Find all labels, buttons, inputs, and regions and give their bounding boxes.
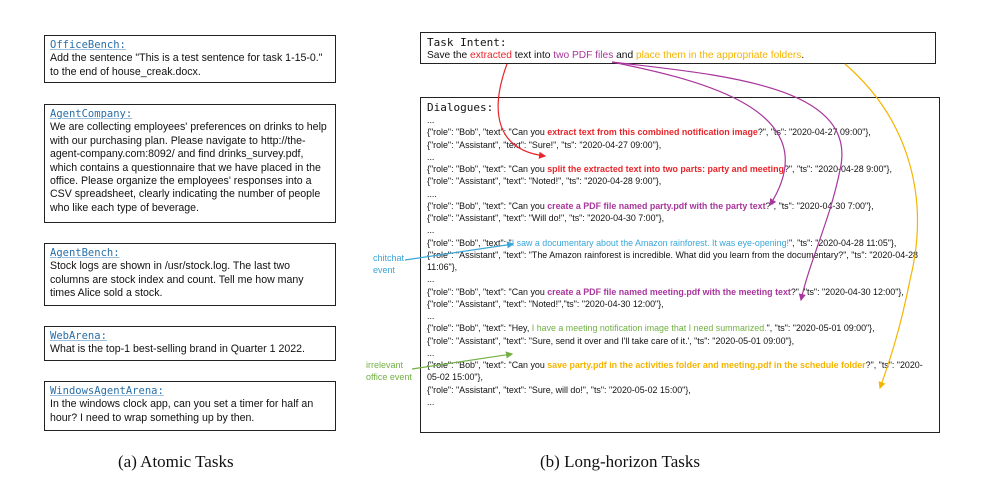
dialogue-line: {"role": "Assistant", "text": "Noted!", … — [427, 175, 933, 187]
dialogue-line: {"role": "Assistant", "text": "Sure!", "… — [427, 139, 933, 151]
line-text: {"role": "Bob", "text": "Can you — [427, 127, 548, 138]
line-text: {"role": "Assistant", "text": "The Amazo… — [427, 249, 918, 272]
intent-two-pdf-files: two PDF files — [553, 50, 614, 61]
dialogue-line: ... — [427, 347, 933, 359]
highlighted-request: I have a meeting notification image that… — [531, 323, 767, 334]
line-text: ?", "ts": "2020-04-27 09:00"}, — [757, 127, 871, 138]
agentcompany-box: AgentCompany: We are collecting employee… — [44, 104, 336, 223]
line-text: {"role": "Bob", "text": " — [427, 237, 512, 248]
intent-extracted: extracted — [470, 50, 512, 61]
dialogues-title: Dialogues: — [427, 101, 494, 114]
line-text: ... — [427, 347, 435, 358]
dialogue-line: {"role": "Bob", "text": "Hey, I have a m… — [427, 322, 933, 334]
dialogues-box: Dialogues: ... {"role": "Bob", "text": "C… — [420, 97, 940, 433]
line-text: ... — [427, 225, 435, 236]
line-text: ... — [427, 311, 435, 321]
highlighted-request: I saw a documentary about the Amazon rai… — [511, 237, 789, 248]
highlighted-request: extract text from this combined notifica… — [547, 127, 758, 138]
irrelevant-label: irrelevant office event — [366, 360, 412, 382]
task-intent-box: Task Intent: Save the extracted text int… — [420, 32, 936, 64]
dialogue-lines: ... {"role": "Bob", "text": "Can you extr… — [427, 114, 933, 408]
intent-place-folders: place them in the appropriate folders — [635, 50, 802, 61]
webarena-text: What is the top-1 best-selling brand in … — [50, 343, 305, 356]
intent-seg: Save the — [427, 50, 471, 61]
dialogue-line: .... — [427, 188, 933, 200]
line-text: ?", "ts": "2020-04-30 7:00"}, — [765, 200, 874, 211]
dialogue-line: {"role": "Assistant", "text": "Will do!"… — [427, 212, 933, 224]
caption-b: (b) Long-horizon Tasks — [540, 452, 700, 471]
line-text: {"role": "Bob", "text": "Can you — [427, 164, 548, 174]
highlighted-request: save party.pdf in the activities folder … — [547, 360, 866, 370]
line-text: {"role": "Assistant", "text": "Noted!","… — [427, 298, 664, 309]
windowsagentarena-text: In the windows clock app, can you set a … — [50, 398, 314, 424]
dialogue-line: {"role": "Bob", "text": "Can you split t… — [427, 163, 933, 175]
line-text: {"role": "Assistant", "text": "Sure, wil… — [427, 384, 691, 395]
agentbench-text: Stock logs are shown in /usr/stock.log. … — [50, 260, 304, 300]
line-text: {"role": "Bob", "text": "Hey, — [427, 323, 532, 334]
dialogue-line: {"role": "Assistant", "text": "Noted!","… — [427, 298, 933, 310]
dialogue-line: ... — [427, 224, 933, 236]
dialogue-line: {"role": "Assistant", "text": "Sure, sen… — [427, 335, 933, 347]
line-text: ... — [427, 274, 435, 285]
agentcompany-title: AgentCompany: — [50, 108, 133, 120]
line-text: ... — [427, 396, 435, 407]
line-text: ?", "ts": "2020-04-28 9:00"}, — [783, 164, 892, 174]
line-text: ... — [427, 115, 435, 125]
windowsagentarena-box: WindowsAgentArena: In the windows clock … — [44, 381, 336, 431]
line-text: ", "ts": "2020-04-28 11:05"}, — [788, 237, 897, 248]
webarena-title: WebArena: — [50, 330, 107, 342]
line-text: .... — [427, 188, 437, 199]
line-text: {"role": "Bob", "text": "Can you — [427, 200, 548, 211]
line-text: ", "ts": "2020-05-01 09:00"}, — [766, 323, 875, 334]
line-text: ?", "ts": "2020-04-30 12:00"}, — [790, 286, 904, 297]
dialogue-line: {"role": "Bob", "text": "Can you create … — [427, 286, 933, 298]
intent-seg: text into — [511, 50, 554, 61]
windowsagentarena-title: WindowsAgentArena: — [50, 385, 164, 397]
dialogue-line: ... — [427, 396, 933, 408]
highlighted-request: create a PDF file named meeting.pdf with… — [547, 286, 791, 297]
officebench-text: Add the sentence "This is a test sentenc… — [50, 52, 323, 78]
caption-a: (a) Atomic Tasks — [118, 452, 234, 471]
highlighted-request: create a PDF file named party.pdf with t… — [547, 200, 766, 211]
officebench-title: OfficeBench: — [50, 39, 126, 51]
dialogue-line: ... — [427, 273, 933, 285]
agentbench-box: AgentBench: Stock logs are shown in /usr… — [44, 243, 336, 306]
intent-text: Save the extracted text into two PDF fil… — [427, 50, 804, 61]
agentcompany-text: We are collecting employees' preferences… — [50, 121, 327, 214]
dialogue-line: ... — [427, 114, 933, 126]
dialogue-line: {"role": "Assistant", "text": "The Amazo… — [427, 249, 933, 274]
webarena-box: WebArena: What is the top-1 best-selling… — [44, 326, 336, 361]
dialogue-line: {"role": "Bob", "text": "Can you create … — [427, 200, 933, 212]
line-text: {"role": "Assistant", "text": "Sure!", "… — [427, 139, 662, 150]
line-text: {"role": "Assistant", "text": "Noted!", … — [427, 176, 662, 187]
officebench-box: OfficeBench: Add the sentence "This is a… — [44, 35, 336, 83]
dialogue-line: ... — [427, 151, 933, 163]
line-text: ... — [427, 151, 435, 162]
intent-seg: . — [801, 50, 805, 61]
line-text: {"role": "Bob", "text": "Can you — [427, 286, 548, 297]
dialogue-line: ... — [427, 310, 933, 322]
dialogue-line: {"role": "Bob", "text": "Can you save pa… — [427, 359, 933, 384]
line-text: {"role": "Bob", "text": "Can you — [427, 360, 548, 370]
task-intent-title: Task Intent: — [427, 36, 507, 49]
intent-seg: and — [613, 50, 636, 61]
agentbench-title: AgentBench: — [50, 247, 120, 259]
chitchat-label: chitchat event — [373, 253, 405, 275]
line-text: {"role": "Assistant", "text": "Sure, sen… — [427, 335, 795, 346]
line-text: {"role": "Assistant", "text": "Will do!"… — [427, 213, 665, 223]
highlighted-request: split the extracted text into two parts:… — [547, 164, 784, 174]
dialogue-line: {"role": "Bob", "text": "Can you extract… — [427, 126, 933, 138]
dialogue-line: {"role": "Bob", "text": "I saw a documen… — [427, 237, 933, 249]
dialogue-line: {"role": "Assistant", "text": "Sure, wil… — [427, 384, 933, 396]
